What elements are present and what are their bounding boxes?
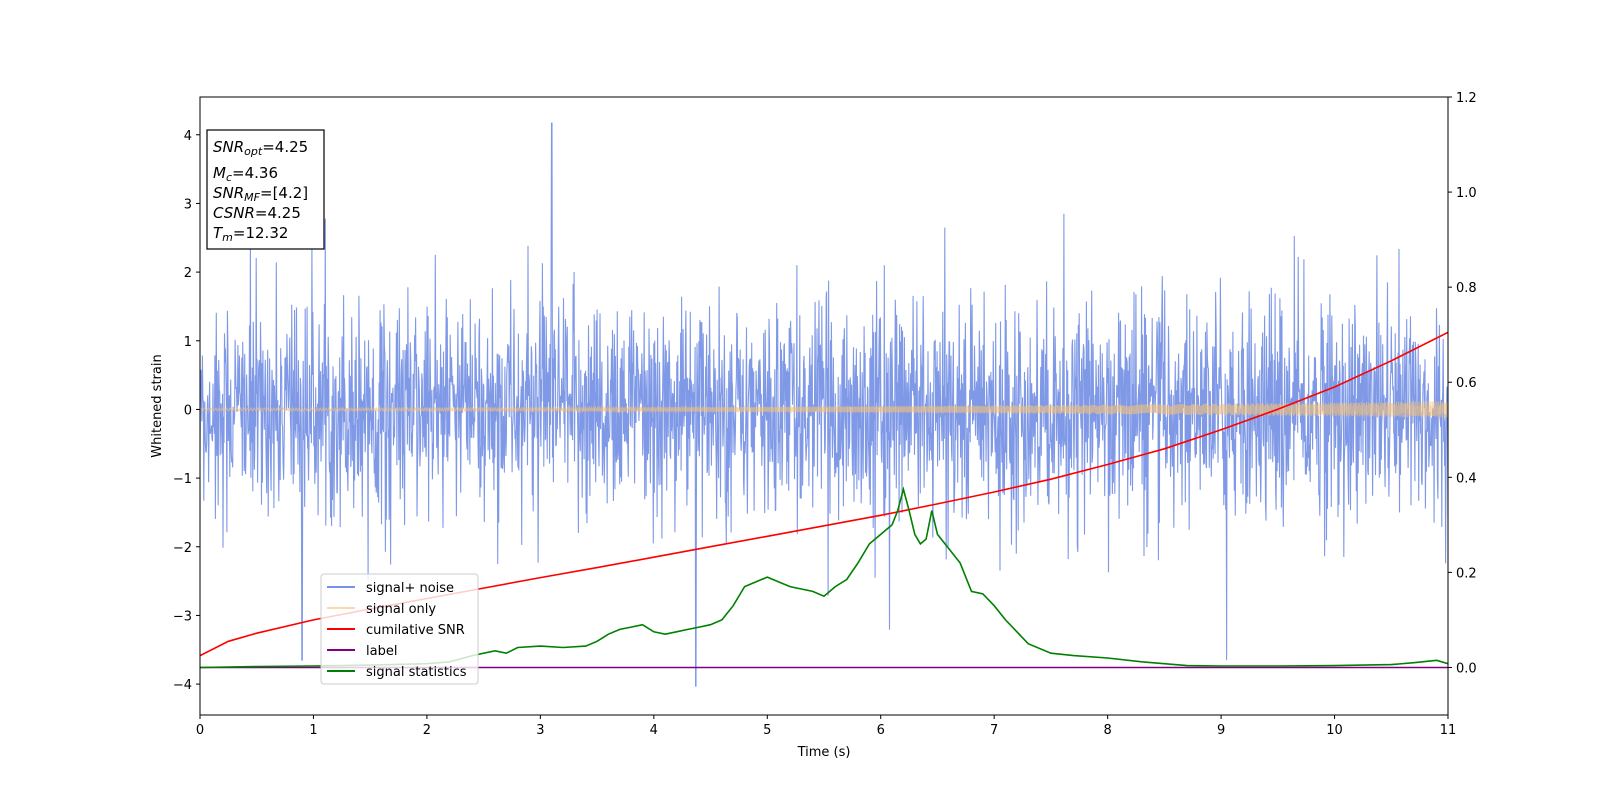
y2-tick-label: 0.6	[1456, 376, 1477, 391]
axis-ticks: 0 1 2 3 4 5 6 7 8 9 10 11 −4 −3 −2 −1 0 1 2 3 4 0.0 0.2 0.4 0.6 0…	[173, 91, 1477, 738]
annotation-frame	[206, 129, 325, 250]
y-tick-label: −3	[173, 609, 192, 624]
annotation-mc: Mc=4.36	[213, 164, 278, 184]
y-tick-label: −2	[173, 541, 192, 556]
legend-label: cumilative SNR	[366, 623, 465, 638]
y2-tick-label: 0.2	[1456, 566, 1477, 581]
y2-tick-label: 0.0	[1456, 661, 1477, 676]
x-tick-label: 0	[196, 723, 204, 738]
x-tick-label: 3	[536, 723, 544, 738]
series-signal-only	[200, 401, 1448, 418]
y-tick-label: 3	[184, 197, 192, 212]
series-signal-noise	[200, 122, 1448, 687]
legend-label: signal+ noise	[366, 581, 454, 596]
x-tick-label: 7	[990, 723, 998, 738]
series-signal-statistics	[200, 486, 1448, 669]
y-tick-label: 1	[184, 335, 192, 350]
x-tick-label: 6	[877, 723, 885, 738]
x-tick-label: 1	[309, 723, 317, 738]
legend: signal+ noise signal only cumilative SNR la…	[320, 573, 479, 685]
legend-label: signal statistics	[366, 665, 467, 680]
legend-frame	[320, 573, 479, 685]
y-tick-label: 0	[184, 403, 192, 418]
x-tick-label: 10	[1326, 723, 1343, 738]
legend-label: signal only	[366, 602, 436, 617]
x-tick-label: 11	[1440, 723, 1457, 738]
y2-tick-label: 0.4	[1456, 471, 1477, 486]
x-tick-label: 8	[1103, 723, 1111, 738]
annotation-snr-opt: SNRopt=4.25	[213, 138, 308, 158]
annotation-snr-mf: SNRMF=[4.2]	[213, 184, 308, 204]
y-tick-label: 4	[184, 129, 192, 144]
y2-tick-label: 0.8	[1456, 281, 1477, 296]
annotation-tm: Tm=12.32	[213, 224, 288, 244]
x-tick-label: 4	[650, 723, 658, 738]
y-tick-label: −1	[173, 472, 192, 487]
y2-tick-label: 1.2	[1456, 91, 1477, 106]
y-axis-label: Whitened strain	[150, 354, 165, 457]
x-axis-label: Time (s)	[797, 745, 851, 760]
annotation-csnr: CSNR=4.25	[213, 204, 301, 222]
axes-frame	[199, 96, 1449, 716]
legend-label: label	[366, 644, 397, 659]
x-tick-label: 2	[423, 723, 431, 738]
y-tick-label: −4	[173, 678, 192, 693]
annotation-box: SNRopt=4.25 Mc=4.36 SNRMF=[4.2] CSNR=4.2…	[206, 129, 325, 250]
y2-tick-label: 1.0	[1456, 186, 1477, 201]
x-tick-label: 5	[763, 723, 771, 738]
x-tick-label: 9	[1217, 723, 1225, 738]
y-tick-label: 2	[184, 266, 192, 281]
